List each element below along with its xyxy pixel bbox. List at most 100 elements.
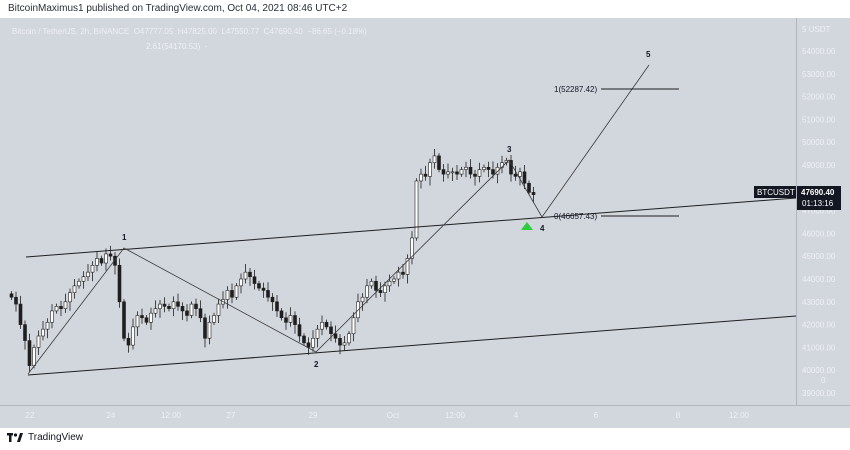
price-tick-label: 52000.00 (802, 93, 836, 102)
ticker-badge: BTCUSDT (757, 188, 795, 197)
candle-body (144, 317, 149, 323)
symbol-legend: Bitcoin / TetherUS, 2h, BINANCE O47777.0… (12, 27, 367, 36)
candle-body (108, 253, 113, 257)
time-tick-label: 24 (107, 411, 116, 420)
tradingview-logo[interactable]: TradingView (7, 432, 83, 443)
chart-background (0, 18, 850, 428)
time-tick-label: 8 (676, 411, 681, 420)
candle-body (135, 315, 140, 328)
candle-body (432, 155, 437, 164)
candle-body (50, 310, 54, 323)
candle-body (311, 337, 315, 348)
ticker-badge-bg (754, 186, 796, 198)
legend-low: 47550.77 (225, 27, 260, 36)
candle-body (171, 301, 176, 309)
candle-body (320, 322, 324, 330)
candle-body (428, 162, 432, 177)
last-price: 47690.40 (801, 188, 835, 197)
legend-close-label: C (263, 27, 270, 36)
time-tick-label: 6 (594, 411, 599, 420)
publish-info: BitcoinMaximus1 published on TradingView… (8, 3, 348, 14)
candle-body (27, 340, 32, 366)
candle-body (41, 328, 45, 337)
price-tick-label: 46000.00 (802, 229, 836, 238)
footer: TradingView (0, 428, 850, 450)
candle-body (230, 290, 234, 298)
candle-body (162, 303, 167, 307)
candle-body (180, 306, 185, 312)
candle-body (441, 169, 446, 175)
candle-body (68, 292, 72, 303)
time-tick-label: Oct (387, 411, 400, 420)
price-tick-label: 50000.00 (802, 138, 836, 147)
candle-body (203, 317, 207, 339)
candle-body (18, 303, 23, 325)
time-tick-label: 12:00 (445, 411, 466, 420)
price-tick-label: 44000.00 (802, 275, 836, 284)
candle-body (104, 253, 108, 264)
candle-body (527, 182, 531, 193)
candle-body (117, 265, 122, 303)
buy-arrow-icon (521, 222, 533, 230)
candle-body (261, 287, 266, 291)
candle-body (486, 166, 491, 170)
candle-body (455, 171, 459, 175)
price-tick-label: 47000.00 (802, 207, 836, 216)
candle-body (513, 173, 518, 177)
candle-body (270, 296, 275, 303)
candle-body (81, 276, 86, 282)
candle-body (167, 306, 171, 309)
time-tick-label: 12:00 (161, 411, 182, 420)
fib-extension-legend: 2.61(54170.53) - (146, 42, 207, 51)
fib-level-1-label: 1(52287.42) (554, 85, 597, 94)
candle-body (333, 333, 338, 339)
candle-body (396, 271, 401, 280)
price-tick-label: 41000.00 (802, 343, 836, 352)
price-chart[interactable]: 1(52287.42) 0(46657.43) 1 2 3 4 5 5 USDT… (0, 0, 850, 428)
price-scale[interactable]: 5 USDT 54000.00 53000.00 52000.00 51000.00 5… (802, 25, 836, 398)
candle-body (216, 303, 221, 316)
candle-body (275, 301, 279, 312)
candle-body (86, 271, 90, 278)
candle-body (369, 280, 374, 287)
candle-body (464, 166, 468, 170)
candle-body (234, 285, 239, 298)
candle-body (149, 312, 153, 323)
candle-body (329, 326, 333, 335)
time-axis[interactable]: 22 24 12:00 27 29 Oct 12:00 4 6 8 12:00 (26, 411, 750, 420)
candle-body (365, 285, 369, 298)
candle-body (266, 290, 270, 298)
candle-body (302, 335, 306, 344)
candle-body (32, 347, 36, 366)
candle-body (279, 310, 284, 319)
candle-body (14, 296, 18, 305)
candle-body (450, 171, 455, 174)
tradingview-brand: TradingView (28, 432, 84, 443)
candle-body (63, 301, 68, 309)
candle-body (342, 342, 347, 346)
candle-body (257, 283, 261, 289)
candle-body (477, 169, 482, 177)
candle-body (491, 169, 495, 175)
candle-body (392, 278, 396, 282)
candle-body (189, 303, 194, 316)
time-tick-label: 22 (26, 411, 35, 420)
legend-change: −86.65 (−0.18%) (307, 27, 367, 36)
fib-level-0-label: 0(46657.43) (554, 212, 597, 221)
candle-body (153, 308, 158, 314)
price-tick-label: 43000.00 (802, 298, 836, 307)
candle-body (405, 258, 410, 275)
candle-body (59, 306, 63, 309)
candle-body (338, 337, 342, 346)
time-tick-label: 29 (309, 411, 318, 420)
last-price-bg (797, 186, 841, 210)
time-tick-label: 4 (514, 411, 519, 420)
legend-open: 47777.05 (139, 27, 174, 36)
candle-body (252, 276, 257, 284)
candle-body (212, 315, 216, 323)
candle-body (324, 322, 329, 328)
price-tick-label: 49000.00 (802, 161, 836, 170)
candle-body (9, 293, 14, 298)
candle-body (410, 237, 414, 259)
candle-body (77, 280, 81, 287)
